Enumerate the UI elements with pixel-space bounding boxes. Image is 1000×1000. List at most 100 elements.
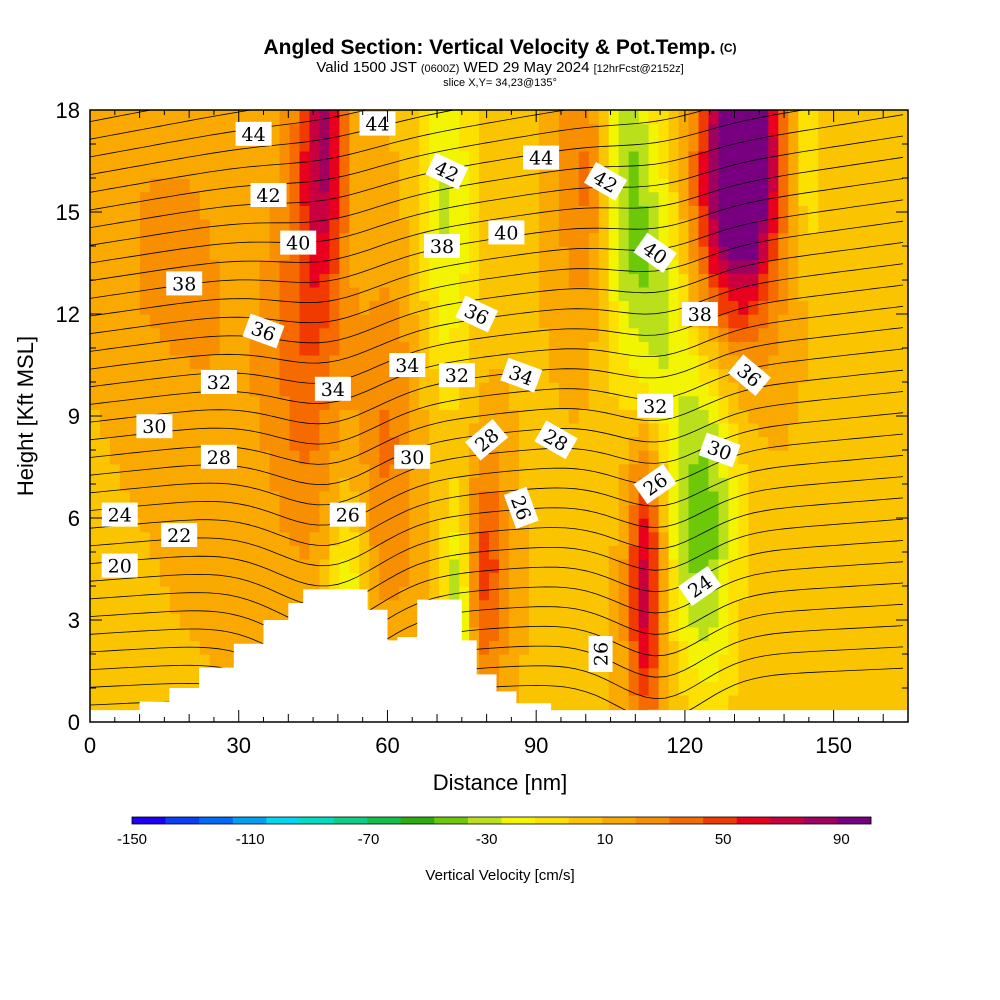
heatmap-cell [778, 259, 789, 274]
heatmap-cell [259, 395, 271, 410]
heatmap-cell [718, 626, 730, 642]
heatmap-cell [668, 490, 680, 506]
heatmap-cell [638, 164, 650, 179]
heatmap-cell [738, 327, 750, 342]
heatmap-cell [658, 232, 670, 247]
heatmap-cell [459, 232, 470, 247]
heatmap-cell [509, 436, 520, 451]
heatmap-cell [459, 110, 470, 125]
heatmap-cell [90, 599, 101, 614]
heatmap-cell [449, 150, 460, 166]
heatmap-cell [119, 477, 131, 492]
heatmap-cell [499, 654, 510, 669]
heatmap-cell [718, 150, 730, 166]
heatmap-cell [100, 450, 111, 465]
heatmap-cell [888, 626, 899, 642]
heatmap-cell [808, 654, 819, 669]
heatmap-cell [758, 150, 770, 166]
heatmap-cell [519, 354, 530, 370]
heatmap-cell [439, 477, 450, 492]
heatmap-cell [548, 409, 560, 424]
heatmap-cell [299, 137, 311, 152]
heatmap-cell [219, 518, 231, 533]
heatmap-cell [269, 572, 281, 587]
heatmap-cell [100, 599, 111, 614]
heatmap-cell [139, 191, 151, 206]
heatmap-cell [548, 191, 560, 206]
colorbar-frame [131, 816, 872, 825]
heatmap-cell [269, 123, 281, 138]
heatmap-cell [618, 110, 630, 125]
heatmap-cell [888, 654, 899, 669]
heatmap-cell [858, 531, 869, 546]
heatmap-cell [199, 246, 211, 261]
heatmap-cell [778, 273, 789, 288]
heatmap-cell [608, 518, 620, 533]
heatmap-cell [479, 382, 490, 397]
heatmap-cell [598, 436, 610, 451]
heatmap-cell [469, 259, 480, 274]
heatmap-cell [359, 395, 370, 410]
heatmap-cell [848, 640, 859, 655]
heatmap-cell [718, 123, 730, 138]
heatmap-cell [379, 246, 390, 261]
heatmap-cell [489, 164, 500, 179]
heatmap-cell [519, 667, 530, 682]
heatmap-cell [558, 286, 570, 302]
heatmap-cell [139, 123, 151, 138]
heatmap-cell [848, 273, 859, 288]
heatmap-cell [768, 681, 779, 696]
heatmap-cell [519, 123, 530, 138]
heatmap-cell [519, 395, 530, 410]
heatmap-cell [778, 327, 789, 342]
contour-label: 44 [523, 145, 560, 170]
heatmap-cell [818, 327, 829, 342]
heatmap-cell [548, 300, 560, 315]
heatmap-cell [538, 531, 550, 546]
heatmap-cell [868, 123, 879, 138]
heatmap-cell [519, 191, 530, 206]
heatmap-cell [189, 422, 201, 438]
heatmap-cell [718, 545, 730, 560]
heatmap-cell [708, 123, 720, 138]
heatmap-cell [129, 259, 141, 274]
heatmap-cell [858, 626, 869, 642]
heatmap-cell [888, 681, 899, 696]
heatmap-cell [728, 477, 740, 492]
heatmap-cell [100, 178, 111, 193]
contour-label-box [329, 502, 366, 527]
heatmap-cell [628, 436, 640, 451]
colorbar: -150 -110 -70 -30 10 50 90 [117, 816, 872, 848]
heatmap-cell [509, 613, 520, 628]
heatmap-cell [708, 626, 720, 642]
contour-label-box [633, 232, 677, 273]
heatmap-cell [808, 123, 819, 138]
heatmap-cell [189, 490, 201, 506]
heatmap-cell [728, 681, 740, 696]
heatmap-cell [828, 123, 839, 138]
heatmap-cell [528, 463, 540, 478]
heatmap-cell [718, 586, 730, 601]
contour-label: 30 [136, 414, 173, 439]
heatmap-cell [848, 314, 859, 329]
heatmap-cell [199, 558, 211, 574]
heatmap-cell [698, 382, 710, 397]
heatmap-cell [748, 586, 760, 601]
heatmap-cell [728, 300, 740, 315]
heatmap-cell [688, 137, 700, 152]
heatmap-cell [329, 246, 341, 261]
heatmap-cell [409, 395, 420, 410]
heatmap-cell [449, 558, 460, 574]
heatmap-cell [239, 395, 251, 410]
heatmap-cell [788, 300, 799, 315]
heatmap-cell [798, 681, 809, 696]
colorbar-swatch [568, 817, 603, 824]
isentrope-line [90, 476, 904, 567]
heatmap-cell [678, 667, 690, 682]
heatmap-cell [339, 341, 351, 356]
heatmap-cell [100, 286, 111, 302]
contour-label-text: 38 [172, 273, 196, 295]
heatmap-cell [159, 286, 171, 302]
heatmap-cell [578, 436, 590, 451]
contour-label: 44 [359, 111, 396, 136]
